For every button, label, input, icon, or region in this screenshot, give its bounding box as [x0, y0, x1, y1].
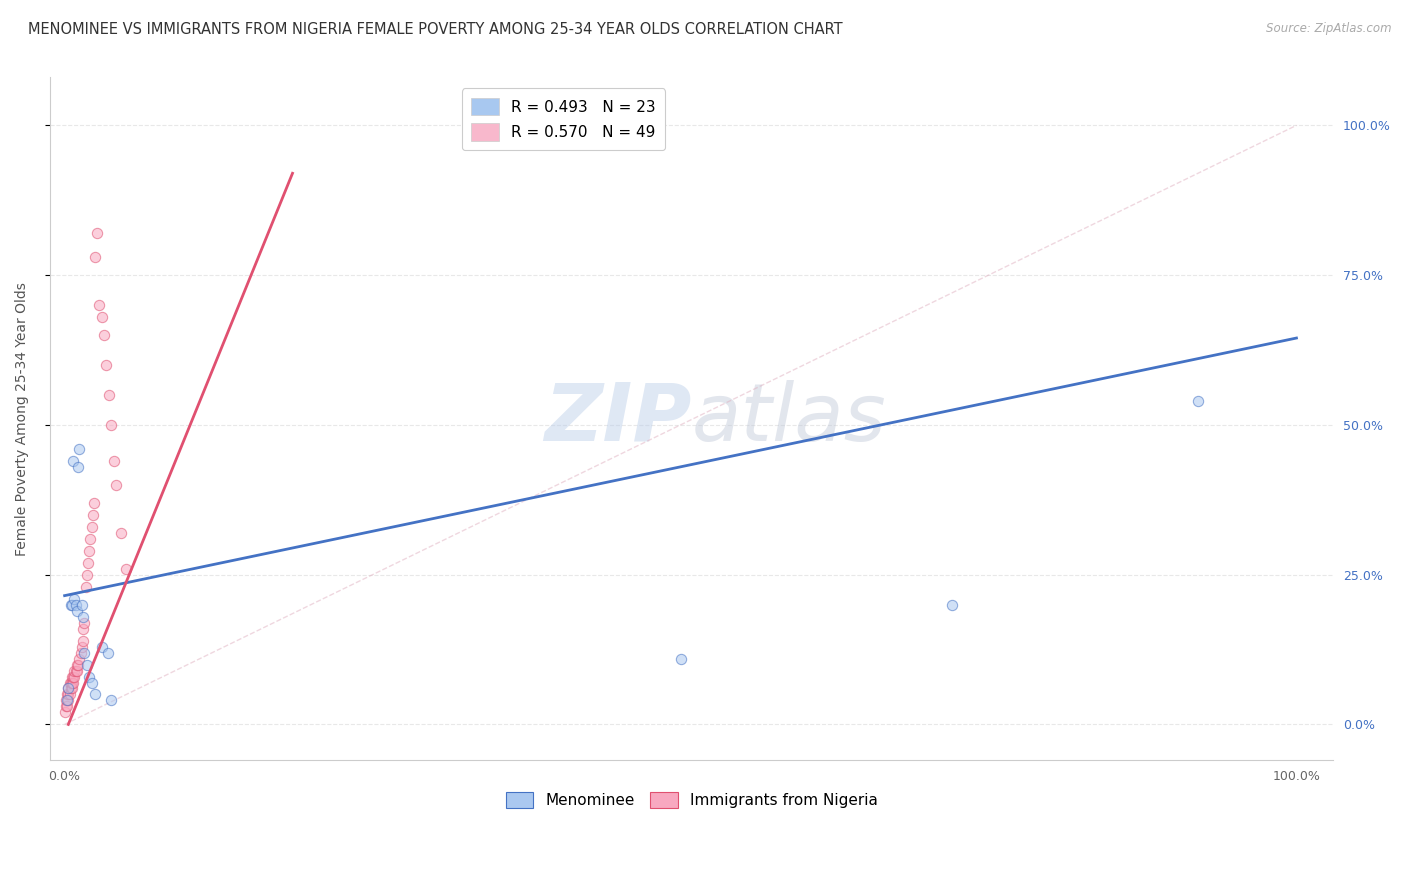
Point	[66, 604, 89, 618]
Point	[58, 681, 80, 696]
Point	[56, 693, 79, 707]
Point	[87, 298, 110, 312]
Point	[73, 646, 96, 660]
Legend: Menominee, Immigrants from Nigeria: Menominee, Immigrants from Nigeria	[499, 786, 884, 814]
Point	[115, 562, 138, 576]
Point	[73, 615, 96, 630]
Point	[76, 567, 98, 582]
Point	[65, 598, 87, 612]
Point	[669, 651, 692, 665]
Y-axis label: Female Poverty Among 25-34 Year Olds: Female Poverty Among 25-34 Year Olds	[15, 282, 30, 556]
Point	[62, 675, 84, 690]
Point	[84, 250, 107, 264]
Point	[66, 664, 89, 678]
Point	[97, 388, 120, 402]
Point	[77, 669, 100, 683]
Point	[90, 640, 112, 654]
Point	[63, 664, 86, 678]
Point	[80, 520, 103, 534]
Point	[100, 693, 122, 707]
Point	[83, 496, 105, 510]
Point	[72, 609, 94, 624]
Point	[56, 688, 79, 702]
Point	[69, 646, 91, 660]
Point	[62, 454, 84, 468]
Point	[80, 675, 103, 690]
Point	[941, 598, 963, 612]
Point	[82, 508, 104, 522]
Point	[58, 675, 80, 690]
Point	[75, 580, 97, 594]
Point	[105, 478, 128, 492]
Point	[58, 688, 80, 702]
Point	[84, 688, 107, 702]
Point	[58, 681, 80, 696]
Point	[1187, 393, 1209, 408]
Point	[76, 657, 98, 672]
Text: MENOMINEE VS IMMIGRANTS FROM NIGERIA FEMALE POVERTY AMONG 25-34 YEAR OLDS CORREL: MENOMINEE VS IMMIGRANTS FROM NIGERIA FEM…	[28, 22, 842, 37]
Point	[55, 699, 77, 714]
Point	[60, 681, 83, 696]
Text: Source: ZipAtlas.com: Source: ZipAtlas.com	[1267, 22, 1392, 36]
Point	[55, 693, 77, 707]
Point	[53, 706, 76, 720]
Point	[67, 459, 90, 474]
Point	[96, 358, 118, 372]
Point	[72, 633, 94, 648]
Point	[58, 688, 80, 702]
Point	[59, 598, 82, 612]
Point	[110, 525, 132, 540]
Point	[56, 699, 79, 714]
Point	[72, 622, 94, 636]
Point	[77, 556, 100, 570]
Point	[67, 651, 90, 665]
Point	[97, 646, 120, 660]
Text: atlas: atlas	[692, 380, 886, 458]
Point	[67, 657, 90, 672]
Point	[67, 442, 90, 456]
Point	[103, 454, 125, 468]
Point	[63, 669, 86, 683]
Point	[70, 640, 93, 654]
Text: ZIP: ZIP	[544, 380, 692, 458]
Point	[77, 543, 100, 558]
Point	[62, 669, 84, 683]
Point	[66, 657, 89, 672]
Point	[90, 310, 112, 324]
Point	[58, 693, 80, 707]
Point	[86, 226, 108, 240]
Point	[60, 669, 83, 683]
Point	[100, 417, 122, 432]
Point	[63, 591, 86, 606]
Point	[93, 328, 115, 343]
Point	[70, 598, 93, 612]
Point	[59, 675, 82, 690]
Point	[60, 598, 83, 612]
Point	[60, 675, 83, 690]
Point	[79, 532, 101, 546]
Point	[65, 664, 87, 678]
Point	[59, 681, 82, 696]
